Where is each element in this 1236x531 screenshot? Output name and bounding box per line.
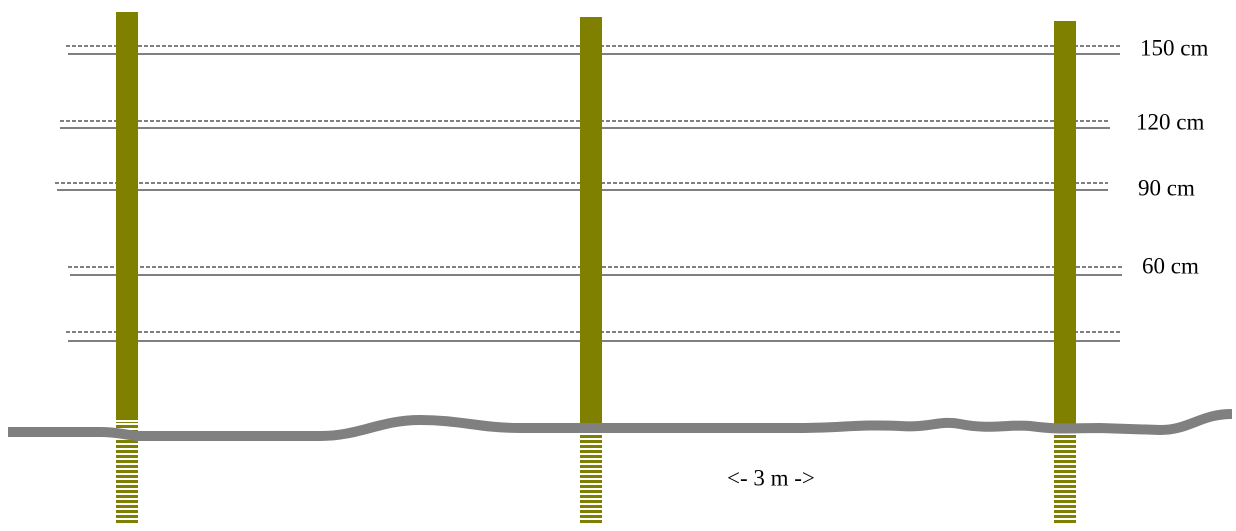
post-underground [1054, 430, 1076, 524]
span-label: <- 3 m -> [727, 465, 815, 490]
wire-label: 150 cm [1140, 35, 1208, 60]
post [580, 17, 602, 428]
posts [116, 12, 1076, 524]
post [116, 12, 138, 420]
wire-label: 90 cm [1138, 175, 1195, 200]
wire-label: 120 cm [1136, 109, 1204, 134]
post [1054, 21, 1076, 428]
wire-label: 60 cm [1142, 253, 1199, 278]
ground [8, 409, 1233, 441]
post-underground [116, 422, 138, 524]
post-underground [580, 430, 602, 524]
